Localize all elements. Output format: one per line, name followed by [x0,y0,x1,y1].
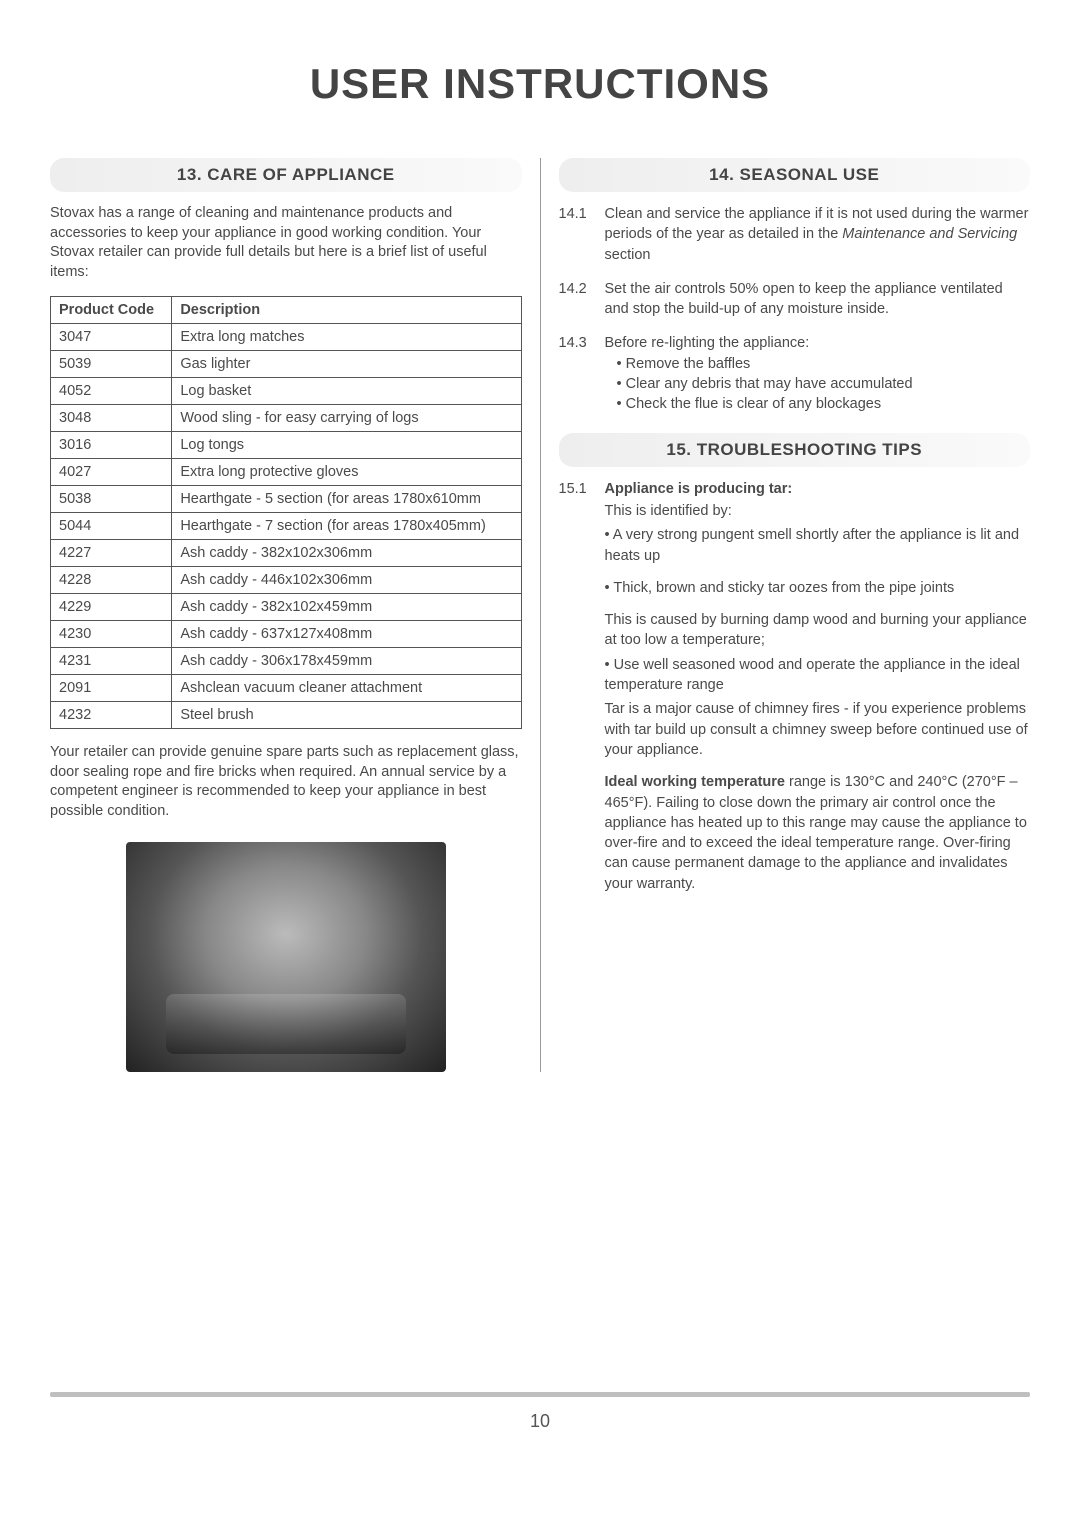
cell-description: Ash caddy - 446x102x306mm [172,567,521,594]
tip-title: Appliance is producing tar: [605,479,793,499]
cell-description: Wood sling - for easy carrying of logs [172,405,521,432]
left-column: 13. CARE OF APPLIANCE Stovax has a range… [50,158,541,1072]
item-number: 14.3 [559,333,605,414]
cell-product-code: 4227 [51,540,172,567]
cell-product-code: 4229 [51,594,172,621]
cell-description: Gas lighter [172,351,521,378]
table-row: 5038Hearthgate - 5 section (for areas 17… [51,486,522,513]
cell-description: Ash caddy - 382x102x306mm [172,540,521,567]
cell-product-code: 2091 [51,675,172,702]
sub-bullet: Clear any debris that may have accumulat… [617,374,1031,394]
item-body: Clean and service the appliance if it is… [605,204,1031,265]
item-14-2: 14.2 Set the air controls 50% open to ke… [559,279,1031,320]
table-row: 4229Ash caddy - 382x102x459mm [51,594,522,621]
symptom-1: • A very strong pungent smell shortly af… [605,525,1031,566]
table-row: 5044Hearthgate - 7 section (for areas 17… [51,513,522,540]
text-post: section [605,247,651,263]
table-row: 4230Ash caddy - 637x127x408mm [51,621,522,648]
cell-description: Ash caddy - 382x102x459mm [172,594,521,621]
ideal-bold: Ideal working temperature [605,774,786,790]
section-14-heading: 14. SEASONAL USE [559,158,1031,192]
item-text: Before re-lighting the appliance: [605,333,1031,353]
ideal-rest: range is 130°C and 240°C (270°F – 465°F)… [605,774,1027,891]
section-13-intro: Stovax has a range of cleaning and maint… [50,204,522,282]
page-title: USER INSTRUCTIONS [50,60,1030,108]
table-row: 4231Ash caddy - 306x178x459mm [51,648,522,675]
cell-product-code: 3016 [51,432,172,459]
tar-note: Tar is a major cause of chimney fires - … [605,699,1031,760]
cell-product-code: 4228 [51,567,172,594]
cell-description: Extra long matches [172,324,521,351]
tip-15-1: 15.1 Appliance is producing tar: This is… [559,479,1031,894]
fix-text: • Use well seasoned wood and operate the… [605,655,1031,696]
item-number: 15.1 [559,479,605,499]
table-row: 4228Ash caddy - 446x102x306mm [51,567,522,594]
col-description: Description [172,297,521,324]
cell-product-code: 4052 [51,378,172,405]
table-row: 3016Log tongs [51,432,522,459]
cell-description: Ash caddy - 637x127x408mm [172,621,521,648]
cell-product-code: 3048 [51,405,172,432]
cell-description: Extra long protective gloves [172,459,521,486]
cell-description: Log basket [172,378,521,405]
footer-divider [50,1392,1030,1397]
section-13-heading: 13. CARE OF APPLIANCE [50,158,522,192]
table-row: 4227Ash caddy - 382x102x306mm [51,540,522,567]
ideal-temp: Ideal working temperature range is 130°C… [605,772,1031,894]
cell-product-code: 4027 [51,459,172,486]
cell-product-code: 4232 [51,702,172,729]
item-14-1: 14.1 Clean and service the appliance if … [559,204,1031,265]
cell-product-code: 5039 [51,351,172,378]
item-body: Set the air controls 50% open to keep th… [605,279,1031,320]
sub-bullet: Remove the baffles [617,354,1031,374]
item-number: 14.2 [559,279,605,320]
sub-bullets: Remove the baffles Clear any debris that… [605,354,1031,415]
table-row: 3048Wood sling - for easy carrying of lo… [51,405,522,432]
table-row: 4232Steel brush [51,702,522,729]
cell-product-code: 3047 [51,324,172,351]
sub-bullet: Check the flue is clear of any blockages [617,394,1031,414]
table-header-row: Product Code Description [51,297,522,324]
cell-description: Steel brush [172,702,521,729]
cell-product-code: 5044 [51,513,172,540]
cause-text: This is caused by burning damp wood and … [605,610,1031,651]
page-number: 10 [50,1411,1030,1432]
table-row: 3047Extra long matches [51,324,522,351]
cleaning-products-photo [126,842,446,1072]
table-row: 4052Log basket [51,378,522,405]
section-13-after: Your retailer can provide genuine spare … [50,743,522,821]
cell-product-code: 5038 [51,486,172,513]
identified-by: This is identified by: [605,501,1031,521]
table-row: 5039Gas lighter [51,351,522,378]
two-column-layout: 13. CARE OF APPLIANCE Stovax has a range… [50,158,1030,1072]
table-row: 2091Ashclean vacuum cleaner attachment [51,675,522,702]
item-body: Before re-lighting the appliance: Remove… [605,333,1031,414]
section-15-heading: 15. TROUBLESHOOTING TIPS [559,433,1031,467]
col-product-code: Product Code [51,297,172,324]
cell-description: Hearthgate - 7 section (for areas 1780x4… [172,513,521,540]
cell-description: Log tongs [172,432,521,459]
right-column: 14. SEASONAL USE 14.1 Clean and service … [541,158,1031,1072]
symptom-2: • Thick, brown and sticky tar oozes from… [605,578,1031,598]
cell-product-code: 4231 [51,648,172,675]
cell-description: Hearthgate - 5 section (for areas 1780x6… [172,486,521,513]
cell-description: Ashclean vacuum cleaner attachment [172,675,521,702]
table-row: 4027Extra long protective gloves [51,459,522,486]
cell-product-code: 4230 [51,621,172,648]
product-table: Product Code Description 3047Extra long … [50,296,522,729]
text-italic: Maintenance and Servicing [842,226,1017,242]
item-number: 14.1 [559,204,605,265]
cell-description: Ash caddy - 306x178x459mm [172,648,521,675]
item-14-3: 14.3 Before re-lighting the appliance: R… [559,333,1031,414]
